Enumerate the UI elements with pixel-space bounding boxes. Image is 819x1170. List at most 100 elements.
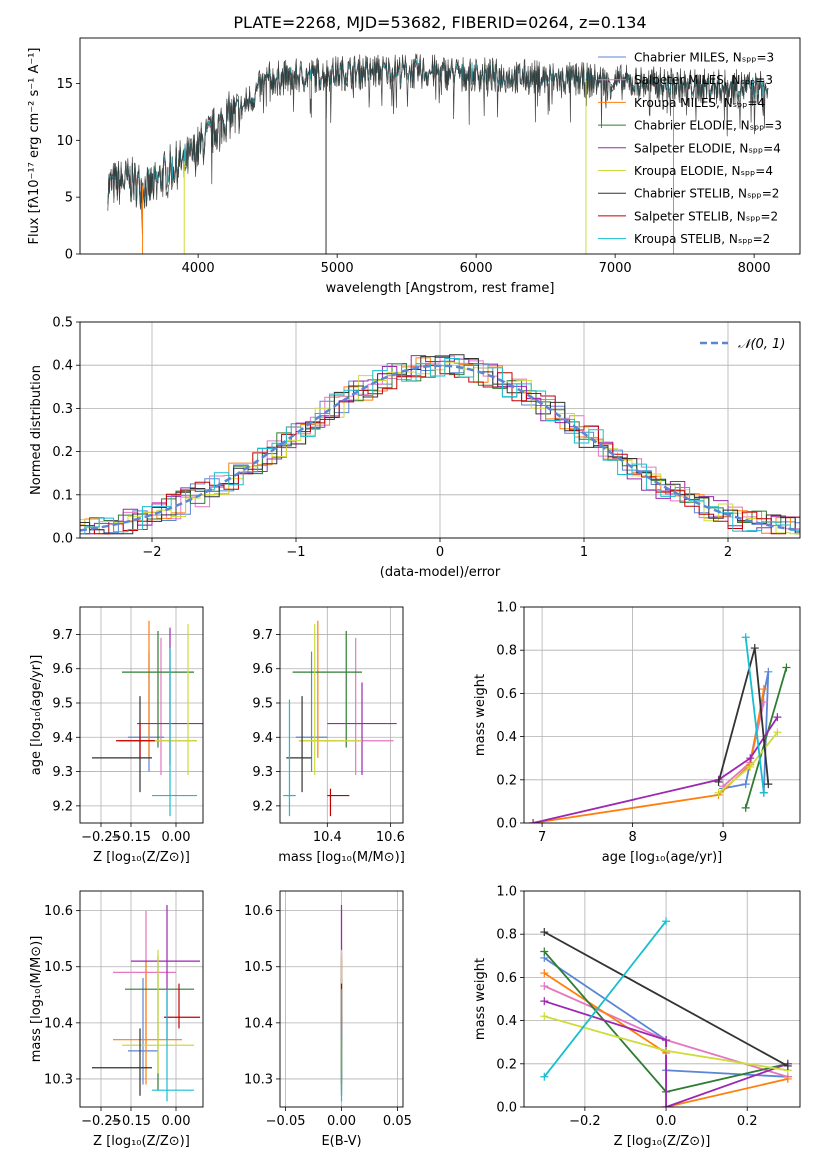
weight-marker — [540, 982, 549, 991]
weight-marker — [529, 819, 538, 823]
x-tick-label: 0.00 — [327, 1114, 356, 1129]
y-tick-label: 9.4 — [252, 731, 273, 746]
data-point — [92, 1028, 152, 1096]
x-axis-label: Z [log₁₀(Z/Z⊙)] — [93, 850, 190, 865]
x-tick-label: 10.4 — [313, 830, 342, 845]
weight-series-2 — [532, 688, 765, 823]
x-tick-label: 0.2 — [737, 1114, 758, 1129]
x-tick-label: −0.05 — [266, 1114, 306, 1129]
y-tick-label: 0.0 — [496, 1101, 517, 1116]
y-tick-label: 0.4 — [496, 730, 517, 745]
weight-marker — [540, 969, 549, 978]
weight-series-3 — [744, 667, 788, 809]
weight-series-6 — [543, 931, 789, 1067]
weight-marker — [662, 1036, 671, 1045]
spectrum-legend: Chabrier MILES, Nₛₚₚ=3 Salpeter MILES, Nₛ… — [598, 51, 782, 246]
x-tick-label: 1 — [580, 545, 588, 560]
y-tick-label: 10.5 — [44, 960, 73, 975]
x-tick-label: 4000 — [182, 261, 215, 276]
axes-frame — [523, 890, 801, 1108]
axes-frame — [79, 37, 801, 255]
y-tick-label: 10.4 — [44, 1016, 73, 1031]
legend-label: Kroupa MILES, Nₛₚₚ=4 — [634, 96, 765, 110]
data-point — [128, 651, 164, 772]
data-point — [286, 696, 312, 793]
weight-marker — [540, 1012, 549, 1021]
y-tick-label: 0 — [65, 248, 73, 263]
y-tick-label: 0.8 — [496, 644, 517, 659]
weight-marker — [741, 633, 750, 642]
weight-marker — [714, 777, 723, 786]
x-tick-label: 0.0 — [656, 1114, 677, 1129]
y-tick-label: 9.6 — [52, 662, 73, 677]
y-tick-label: 0.0 — [496, 817, 517, 832]
x-tick-label: 8 — [628, 830, 636, 845]
weight-lines — [529, 633, 791, 823]
data-point — [125, 637, 197, 775]
legend-label: Chabrier STELIB, Nₛₚₚ=2 — [634, 187, 779, 201]
figure-title: PLATE=2268, MJD=53682, FIBERID=0264, z=0… — [233, 13, 646, 32]
x-tick-label: −0.25 — [81, 830, 121, 845]
y-tick-label: 0.2 — [52, 445, 73, 460]
y-tick-label: 9.2 — [52, 799, 73, 814]
y-axis-label: mass weight — [473, 674, 488, 756]
chart-mass-vs-Z: −0.25−0.15 0.00 10.3 10.4 10.5 10.6 Z [log₁₀(Z… — [29, 890, 204, 1149]
y-tick-label: 0.0 — [52, 532, 73, 547]
y-tick-label: 10 — [56, 134, 73, 149]
y-tick-label: 0.3 — [52, 402, 73, 417]
x-tick-label: −0.15 — [111, 1114, 151, 1129]
weight-marker — [746, 754, 755, 763]
axes-frame — [279, 606, 404, 824]
data-point — [317, 637, 394, 775]
x-axis-label: Z [log₁₀(Z/Z⊙)] — [614, 1134, 711, 1149]
y-tick-label: 0.2 — [496, 1057, 517, 1072]
y-tick-label: 0.2 — [496, 773, 517, 788]
weight-marker — [741, 803, 750, 812]
axes-frame — [279, 890, 404, 1108]
data-point — [327, 788, 350, 817]
x-axis-label: E(B-V) — [321, 1134, 361, 1149]
axes-frame — [523, 606, 801, 824]
data-point — [113, 961, 182, 1085]
data-point — [292, 631, 362, 748]
axes-frame — [79, 606, 204, 824]
y-tick-label: 1.0 — [496, 601, 517, 616]
errorbars — [92, 905, 200, 1102]
weight-marker — [746, 762, 755, 771]
chart-spectrum: 4000 5000 6000 7000 8000 0 5 10 15 wavelength [An… — [27, 37, 801, 296]
y-tick-label: 9.6 — [252, 662, 273, 677]
y-tick-label: 0.6 — [496, 971, 517, 986]
weight-marker — [773, 713, 782, 722]
histogram-series-7 — [80, 364, 800, 535]
y-tick-label: 9.3 — [252, 765, 273, 780]
weight-series-8 — [744, 637, 765, 793]
x-tick-label: −0.25 — [81, 1114, 121, 1129]
x-axis-label: (data-model)/error — [380, 565, 501, 580]
data-point — [152, 989, 194, 1102]
x-tick-label: 5000 — [321, 261, 354, 276]
y-tick-label: 5 — [65, 191, 73, 206]
chart-weight-vs-age: 7 8 9 0.0 0.2 0.4 0.6 0.8 1.0 age [log₁₀(age/yr)]… — [473, 601, 801, 865]
residual-legend: 𝒩(0, 1) — [700, 337, 785, 352]
legend-label: Chabrier MILES, Nₛₚₚ=3 — [634, 51, 774, 65]
x-axis-label: age [log₁₀(age/yr)] — [602, 850, 723, 865]
weight-marker — [759, 788, 768, 797]
y-axis-label: Normed distribution — [29, 365, 44, 495]
chart-weight-vs-Z: −0.2 0.0 0.2 0.0 0.2 0.4 0.6 0.8 1.0 Z [log₁₀(Z/Z… — [473, 885, 801, 1149]
y-tick-label: 15 — [56, 77, 73, 92]
weight-marker — [783, 1061, 792, 1070]
data-point — [283, 699, 296, 817]
y-axis-label: mass [log₁₀(M/M⊙)] — [29, 936, 44, 1063]
data-point — [295, 651, 328, 772]
y-tick-label: 10.6 — [44, 904, 73, 919]
x-tick-label: −0.2 — [569, 1114, 601, 1129]
data-point — [122, 949, 194, 1074]
data-point — [152, 624, 197, 775]
gaussian-curve — [80, 364, 800, 532]
chart-age-vs-mass: 10.4 10.6 9.2 9.3 9.4 9.5 9.6 9.7 mass [log₁₀(M/… — [252, 606, 405, 865]
errorbars — [283, 620, 397, 817]
x-tick-label: 7 — [538, 830, 546, 845]
weight-marker — [764, 667, 773, 676]
